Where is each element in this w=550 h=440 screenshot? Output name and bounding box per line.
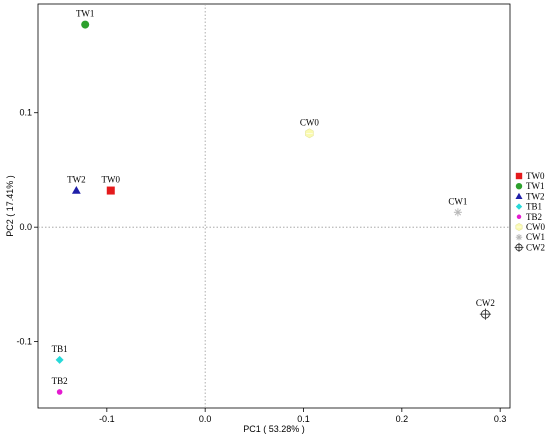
legend-item-tw2: TW2 (515, 191, 545, 201)
square-marker (515, 172, 523, 180)
point-tb1: TB1 (52, 344, 68, 364)
legend-item-cw0: CW0 (515, 222, 545, 232)
circle-marker (81, 20, 90, 29)
circle-marker (515, 183, 523, 190)
reference-lines (38, 4, 510, 408)
legend-item-cw2: CW2 (514, 242, 545, 252)
legend-label-cw0: CW0 (526, 222, 545, 232)
legend-label-tw1: TW1 (526, 181, 545, 191)
diamond-marker (55, 355, 64, 364)
legend-label-tb1: TB1 (526, 202, 542, 212)
point-label-tb1: TB1 (52, 344, 68, 354)
plot-frame (37, 3, 511, 409)
legend-label-cw2: CW2 (526, 242, 545, 252)
triangle-marker (515, 192, 523, 199)
dot-marker (516, 214, 522, 220)
y-tick-label: 0.0 (19, 222, 32, 232)
x-tick-label: 0.2 (396, 414, 409, 424)
point-tw2: TW2 (67, 175, 86, 194)
point-label-cw0: CW0 (300, 117, 319, 127)
asterisk-marker-stroke (454, 209, 462, 216)
legend-label-tb2: TB2 (526, 212, 542, 222)
point-label-tb2: TB2 (52, 376, 68, 386)
point-label-cw1: CW1 (448, 196, 467, 206)
y-axis-ticks: -0.1 0.0 0.1 (16, 108, 38, 347)
point-cw2: CW2 (476, 298, 495, 320)
y-tick-label: 0.1 (19, 108, 32, 118)
point-cw1: CW1 (448, 196, 467, 217)
legend-item-tb2: TB2 (516, 212, 542, 222)
point-tw1: TW1 (76, 9, 95, 29)
x-tick-label: 0.3 (494, 414, 507, 424)
dot-marker (56, 389, 63, 395)
diamond-marker (515, 203, 523, 210)
triangle-marker (71, 185, 81, 194)
x-tick-label: 0.0 (199, 414, 212, 424)
legend-item-tw1: TW1 (515, 181, 545, 191)
point-tw0: TW0 (102, 175, 121, 195)
point-tb2: TB2 (52, 376, 68, 395)
x-tick-label: 0.1 (297, 414, 310, 424)
data-points: TW0 TW1 TW2 TB1 TB2 CW0 CW1 CW2 (52, 9, 495, 395)
x-axis-label: PC1 ( 53.28% ) (243, 424, 305, 434)
legend-label-cw1: CW1 (526, 232, 545, 242)
square-marker (106, 186, 115, 195)
legend-item-tw0: TW0 (515, 171, 545, 181)
legend-item-tb1: TB1 (515, 202, 542, 212)
point-label-cw2: CW2 (476, 298, 495, 308)
x-axis-ticks: -0.1 0.0 0.1 0.2 0.3 (99, 408, 506, 424)
legend-label-tw0: TW0 (526, 171, 545, 181)
x-tick-label: -0.1 (99, 414, 115, 424)
point-label-tw0: TW0 (102, 175, 121, 185)
point-cw0: CW0 (300, 117, 319, 139)
legend-label-tw2: TW2 (526, 191, 545, 201)
y-tick-label: -0.1 (16, 337, 32, 347)
point-label-tw2: TW2 (67, 175, 86, 185)
legend-item-cw1: CW1 (515, 232, 545, 242)
asterisk-marker-stroke (516, 234, 522, 240)
point-label-tw1: TW1 (76, 9, 95, 19)
y-axis-label: PC2 ( 17.41% ) (5, 175, 15, 237)
